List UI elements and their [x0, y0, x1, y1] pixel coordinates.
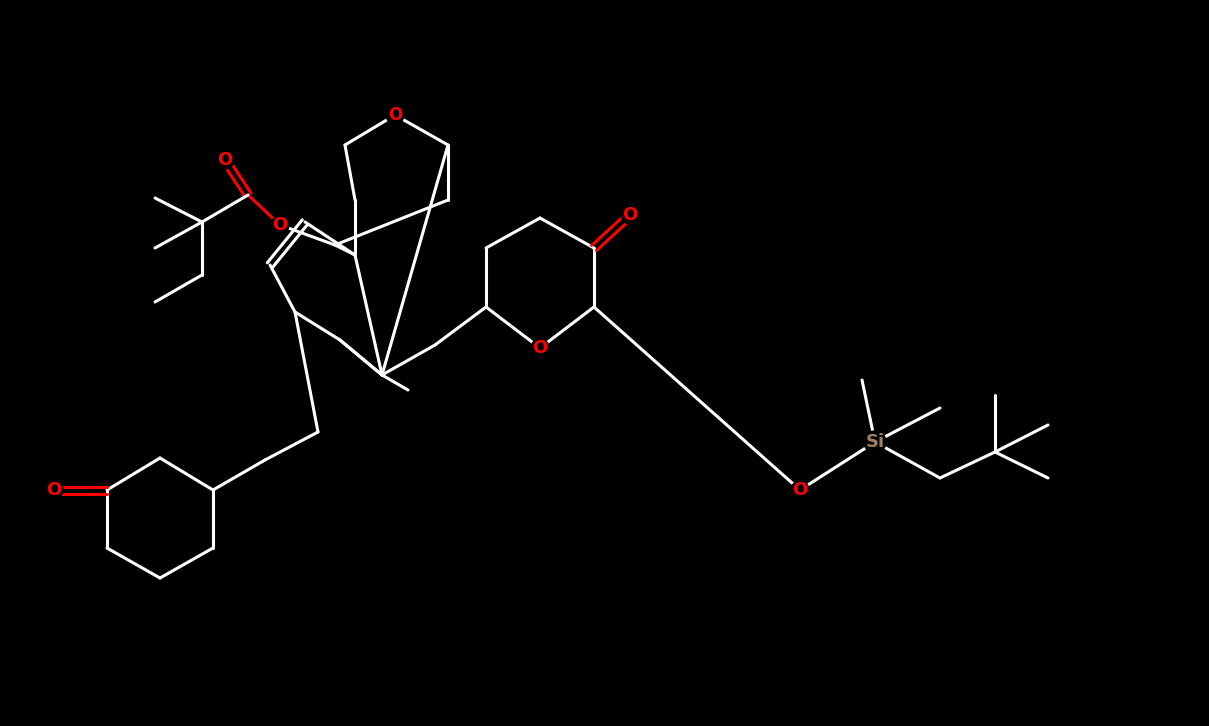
Text: O: O: [388, 106, 403, 124]
Text: O: O: [623, 206, 637, 224]
Text: O: O: [46, 481, 62, 499]
Circle shape: [791, 481, 809, 499]
Circle shape: [621, 206, 640, 224]
Circle shape: [45, 481, 63, 499]
Text: O: O: [218, 151, 232, 169]
Circle shape: [531, 339, 549, 357]
Text: O: O: [272, 216, 288, 234]
Circle shape: [271, 216, 289, 234]
Circle shape: [864, 431, 886, 453]
Text: O: O: [532, 339, 548, 357]
Text: O: O: [792, 481, 808, 499]
Circle shape: [216, 151, 235, 169]
Circle shape: [386, 106, 404, 124]
Text: Si: Si: [866, 433, 885, 451]
